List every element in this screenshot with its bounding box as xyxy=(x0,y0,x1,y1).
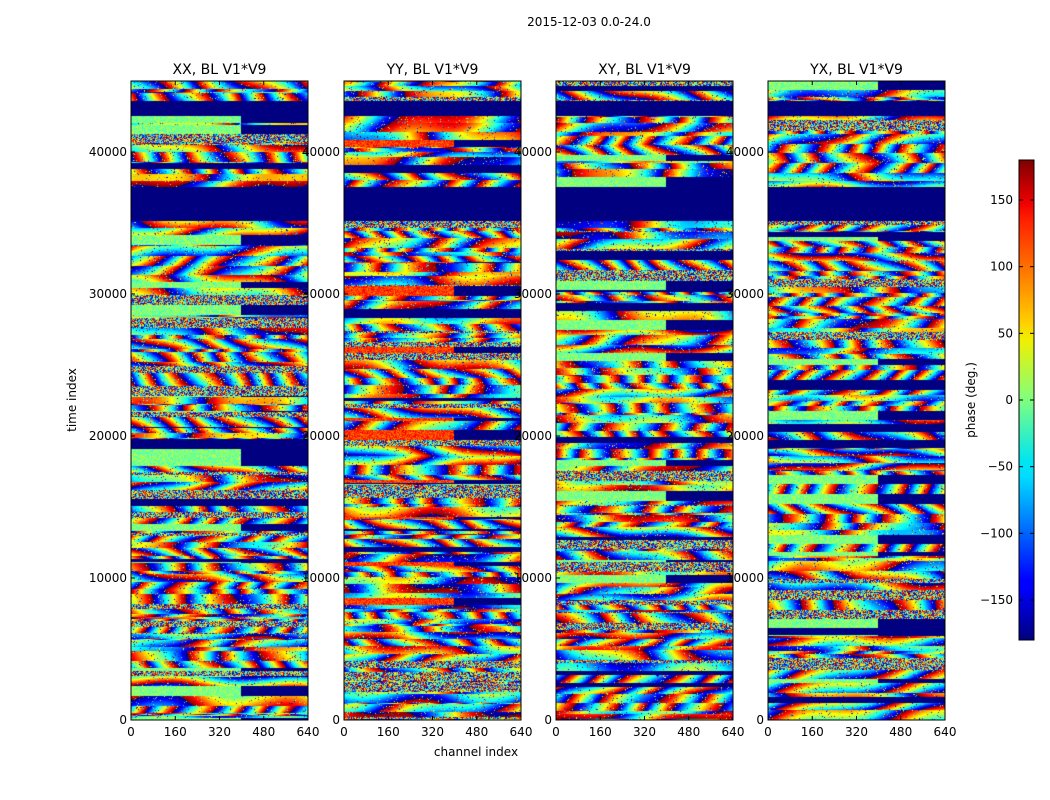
panel-title-2: YY, BL V1*V9 xyxy=(386,62,479,78)
panel-title-1: XX, BL V1*V9 xyxy=(173,62,267,78)
y-tick-label: 20000 xyxy=(726,429,764,443)
y-tick-label: 40000 xyxy=(302,145,340,159)
y-axis-label: time index xyxy=(65,368,79,432)
x-tick-label: 480 xyxy=(677,725,700,739)
colorbar-label: phase (deg.) xyxy=(964,362,978,438)
x-tick-label: 0 xyxy=(552,725,560,739)
panels-layer: XX, BL V1*V9 0 160 320 480 640 0 10000 20000 3000… xyxy=(89,62,957,739)
x-tick-label: 640 xyxy=(722,725,745,739)
x-tick-label: 320 xyxy=(633,725,656,739)
y-tick-label: 40000 xyxy=(89,145,127,159)
y-tick-label: 20000 xyxy=(514,429,552,443)
x-tick-label: 160 xyxy=(164,725,187,739)
y-tick-label: 10000 xyxy=(726,571,764,585)
x-tick-label: 640 xyxy=(934,725,957,739)
y-tick-label: 30000 xyxy=(302,287,340,301)
x-tick-label: 320 xyxy=(421,725,444,739)
colorbar-tick-label: 0 xyxy=(1005,393,1013,407)
x-tick-label: 640 xyxy=(510,725,533,739)
y-tick-label: 20000 xyxy=(89,429,127,443)
colorbar-tick-label: −50 xyxy=(988,460,1013,474)
x-axis-label: channel index xyxy=(434,745,518,759)
colorbar-tick-label: 150 xyxy=(990,193,1013,207)
y-tick-label: 10000 xyxy=(302,571,340,585)
y-tick-label: 0 xyxy=(119,713,127,727)
x-tick-label: 0 xyxy=(127,725,135,739)
heatmap-image-3 xyxy=(556,81,733,720)
y-tick-label: 40000 xyxy=(726,145,764,159)
x-tick-label: 320 xyxy=(845,725,868,739)
x-tick-label: 160 xyxy=(589,725,612,739)
panel-title-4: YX, BL V1*V9 xyxy=(809,62,903,78)
x-tick-label: 640 xyxy=(297,725,320,739)
colorbar-tick-label: 50 xyxy=(998,326,1013,340)
panel-title-3: XY, BL V1*V9 xyxy=(598,62,691,78)
x-tick-label: 480 xyxy=(465,725,488,739)
y-tick-label: 10000 xyxy=(89,571,127,585)
heatmap-image-1 xyxy=(131,81,308,720)
heatmap-image-4 xyxy=(768,81,945,720)
x-tick-label: 0 xyxy=(764,725,772,739)
y-tick-label: 0 xyxy=(756,713,764,727)
x-tick-label: 0 xyxy=(340,725,348,739)
x-tick-label: 160 xyxy=(801,725,824,739)
x-tick-label: 160 xyxy=(377,725,400,739)
x-tick-label: 320 xyxy=(208,725,231,739)
colorbar: −150 −100 −50 0 50 100 150 phase (deg.) xyxy=(964,159,1035,641)
colorbar-tick-label: 100 xyxy=(990,260,1013,274)
y-tick-label: 30000 xyxy=(726,287,764,301)
x-tick-label: 480 xyxy=(889,725,912,739)
y-tick-label: 40000 xyxy=(514,145,552,159)
colorbar-ticks: −150 −100 −50 0 50 100 150 xyxy=(980,193,1034,607)
x-tick-label: 480 xyxy=(252,725,275,739)
y-tick-label: 30000 xyxy=(89,287,127,301)
y-tick-label: 30000 xyxy=(514,287,552,301)
colorbar-tick-label: −100 xyxy=(980,526,1013,540)
figure-suptitle: 2015-12-03 0.0-24.0 xyxy=(527,15,651,29)
heatmap-image-2 xyxy=(344,81,521,720)
y-tick-label: 20000 xyxy=(302,429,340,443)
y-tick-label: 0 xyxy=(332,713,340,727)
y-tick-label: 0 xyxy=(544,713,552,727)
colorbar-tick-label: −150 xyxy=(980,593,1013,607)
y-tick-label: 10000 xyxy=(514,571,552,585)
